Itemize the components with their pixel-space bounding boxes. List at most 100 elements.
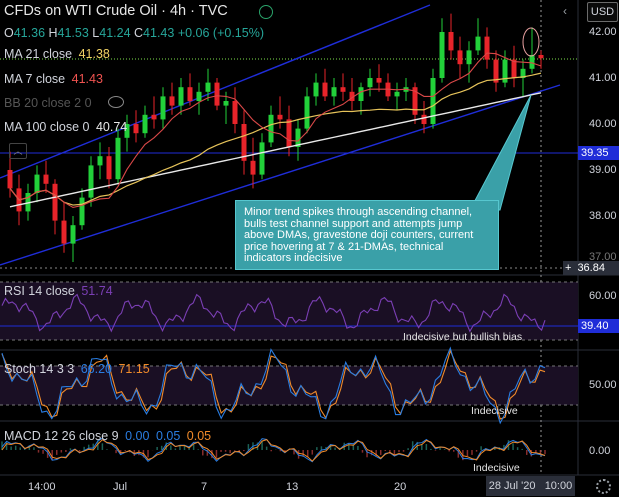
candle-body	[529, 55, 535, 69]
candle-body	[502, 59, 508, 83]
candle-body	[70, 225, 76, 244]
rsi-level-tag: 39.40	[578, 319, 619, 333]
candle-body	[448, 32, 454, 51]
rsi-line	[1, 293, 546, 333]
candle-body	[259, 142, 265, 175]
price-tick: 37.00	[589, 251, 617, 263]
candle-body	[142, 114, 148, 134]
legend-ma21[interactable]: MA 21 close 41.38	[4, 47, 110, 61]
rsi-annotation: Indecisive but bullish bias	[403, 331, 523, 343]
price-tick: 38.00	[589, 210, 617, 222]
candle-body	[124, 124, 130, 138]
candle-body	[205, 82, 211, 92]
candle-body	[466, 50, 472, 65]
candle-body	[151, 114, 157, 120]
candle-body	[25, 193, 31, 212]
candle-body	[493, 59, 499, 83]
candle-body	[421, 114, 427, 124]
candle-body	[313, 82, 319, 97]
candle-body	[79, 197, 85, 226]
macd-signal-line	[1, 439, 546, 462]
candle-body	[178, 87, 184, 106]
legend-bb[interactable]: BB 20 close 2 0	[4, 96, 92, 110]
analysis-callout: Minor trend spikes through ascending cha…	[235, 200, 499, 270]
time-tick: 20	[394, 481, 407, 493]
candle-body	[286, 119, 292, 147]
price-tick: 40.00	[589, 118, 617, 130]
candle-body	[277, 114, 283, 120]
candle-body	[412, 87, 418, 115]
price-tick: 39.00	[589, 164, 617, 176]
time-tick: Jul	[113, 481, 128, 493]
legend-rsi[interactable]: RSI 14 close 51.74	[4, 284, 113, 298]
candle-body	[241, 124, 247, 161]
channel-lower-line	[0, 84, 561, 266]
candlestick-series	[7, 13, 544, 262]
stoch-d-line	[1, 349, 546, 420]
candle-body	[7, 170, 13, 189]
candle-body	[43, 174, 49, 184]
collapse-legend-icon[interactable]: ︿	[9, 143, 27, 159]
candle-body	[340, 87, 346, 92]
candle-body	[232, 101, 238, 124]
ohlc-readout: O41.36 H41.53 L41.24 C41.43 +0.06 (+0.15…	[4, 26, 264, 40]
moving-averages	[9, 52, 542, 209]
legend-ma7[interactable]: MA 7 close 41.43	[4, 72, 103, 86]
currency-badge[interactable]: USD	[587, 2, 618, 22]
gear-icon[interactable]	[596, 479, 611, 494]
candle-body	[88, 165, 94, 198]
legend-stoch[interactable]: Stoch 14 3 3 66.20 71.15	[4, 362, 150, 376]
candle-body	[394, 91, 400, 97]
price-tick: 41.00	[589, 72, 617, 84]
legend-ma100[interactable]: MA 100 close 0 40.74	[4, 120, 128, 134]
ma100-line	[9, 92, 542, 208]
candle-body	[250, 160, 256, 175]
chart-title: CFDs on WTI Crude Oil · 4h · TVC	[4, 3, 228, 19]
ma21-line	[9, 72, 542, 206]
time-tick: 14:00	[28, 481, 56, 493]
candle-body	[475, 36, 481, 51]
candle-body	[457, 50, 463, 65]
candle-body	[214, 82, 220, 106]
time-tick: 13	[286, 481, 299, 493]
candle-body	[511, 59, 517, 78]
candle-body	[268, 114, 274, 143]
candle-body	[169, 96, 175, 106]
macd-annotation: Indecisive	[473, 462, 520, 474]
candle-body	[538, 55, 544, 59]
candle-body	[439, 32, 445, 78]
rsi-tick: 60.00	[589, 290, 617, 302]
candle-body	[520, 68, 526, 78]
candle-body	[484, 36, 490, 60]
candle-body	[34, 174, 40, 193]
macd-tick: 0.00	[589, 445, 611, 457]
time-tick: 7	[201, 481, 208, 493]
indicator-panes	[0, 281, 578, 463]
ma7-line	[9, 52, 542, 209]
candle-body	[304, 96, 310, 129]
candle-body	[376, 78, 382, 83]
price-tick: 42.00	[589, 26, 617, 38]
candle-body	[97, 156, 103, 166]
candle-body	[322, 82, 328, 97]
rsi-band	[0, 282, 578, 340]
scroll-arrow-icon[interactable]: ‹	[563, 4, 567, 18]
stoch-tick: 50.00	[589, 379, 617, 391]
candle-body	[331, 87, 337, 97]
cursor-date-label: 28 Jul '20 10:00	[486, 476, 575, 496]
candle-body	[187, 87, 193, 101]
candle-body	[133, 124, 139, 134]
candle-body	[196, 91, 202, 101]
eye-hidden-icon[interactable]	[108, 96, 124, 108]
legend-macd[interactable]: MACD 12 26 close 9 0.00 0.05 0.05	[4, 429, 212, 443]
doji-highlight-circle	[522, 27, 540, 57]
price-tag-cursor: +36.84	[563, 261, 619, 275]
candle-body	[52, 183, 58, 221]
candle-body	[367, 78, 373, 88]
chart-settings-icon[interactable]	[259, 5, 273, 19]
candle-body	[106, 156, 112, 180]
candle-body	[115, 137, 121, 180]
stoch-k-line	[1, 346, 546, 425]
price-tag-level: 39.35	[578, 146, 619, 160]
